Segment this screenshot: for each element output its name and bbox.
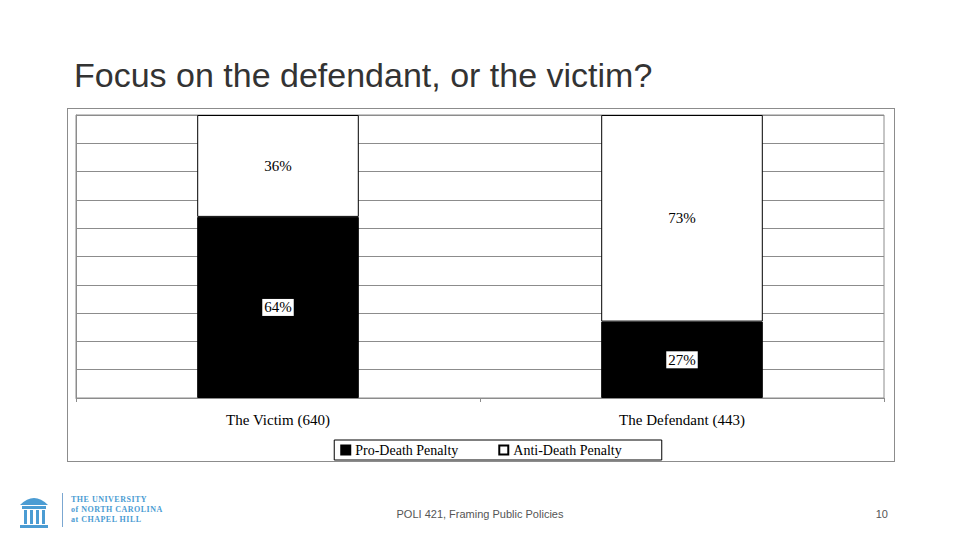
svg-text:64%: 64% [264,299,292,315]
svg-text:36%: 36% [264,158,292,174]
html-text:THE UNIVERSITY: THE UNIVERSITY [71,495,148,504]
svg-text:73%: 73% [668,210,696,226]
html-text:10: 10 [875,508,888,520]
svg-text:27%: 27% [668,352,696,368]
svg-text:Anti-Death Penalty: Anti-Death Penalty [513,443,621,458]
svg-text:The Defendant (443): The Defendant (443) [619,412,745,429]
html-text:of NORTH CAROLINA: of NORTH CAROLINA [71,505,163,514]
html-text:POLI 421, Framing Public Polic: POLI 421, Framing Public Policies [396,508,564,520]
svg-text:Pro-Death Penalty: Pro-Death Penalty [355,443,458,458]
svg-text:The Victim (640): The Victim (640) [226,412,330,429]
html-text:at CHAPEL HILL: at CHAPEL HILL [71,515,142,524]
html-text:Focus on the defendant, or the: Focus on the defendant, or the victim? [74,56,653,94]
